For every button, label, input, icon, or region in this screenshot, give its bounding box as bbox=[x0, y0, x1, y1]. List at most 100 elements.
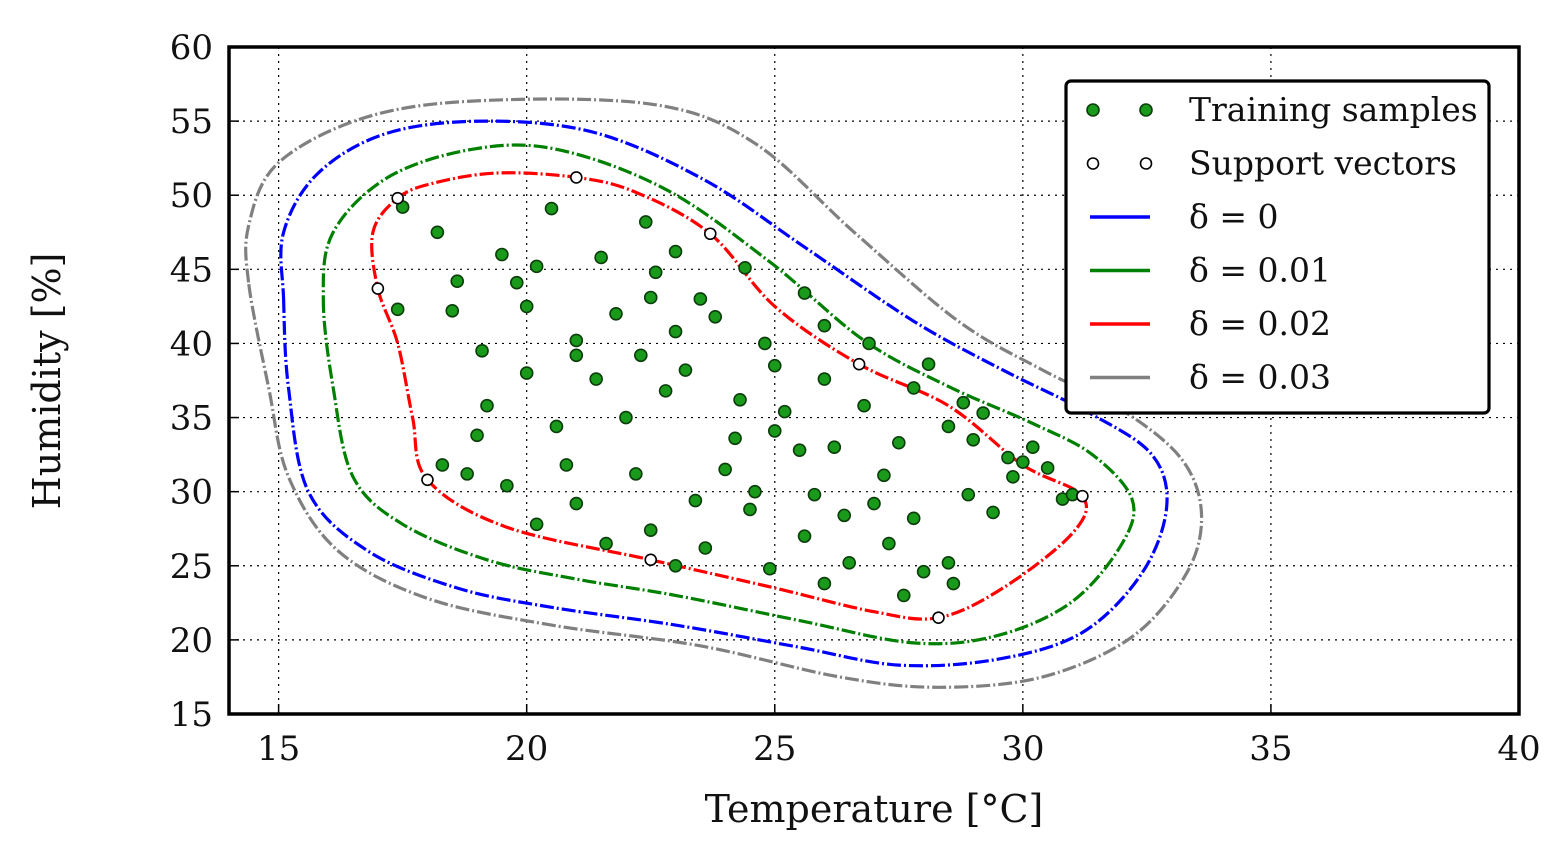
legend-label: δ = 0.01 bbox=[1189, 251, 1331, 290]
training-sample-point bbox=[966, 432, 981, 447]
training-sample-point bbox=[718, 462, 732, 477]
training-sample-point bbox=[797, 529, 812, 543]
legend-marker bbox=[1139, 157, 1153, 170]
training-sample-point bbox=[857, 398, 871, 413]
training-sample-point bbox=[678, 363, 693, 377]
training-sample-point bbox=[986, 505, 1000, 520]
y-tick-label: 50 bbox=[170, 176, 213, 216]
support-vector-point bbox=[932, 611, 945, 624]
training-sample-point bbox=[956, 395, 971, 410]
training-sample-point bbox=[688, 493, 703, 508]
y-tick-label: 25 bbox=[170, 547, 213, 587]
legend-label: δ = 0 bbox=[1189, 197, 1279, 236]
training-sample-point bbox=[941, 556, 956, 570]
training-sample-point bbox=[817, 576, 832, 591]
training-sample-point bbox=[609, 306, 623, 321]
training-sample-point bbox=[892, 435, 906, 450]
y-tick-label: 45 bbox=[170, 250, 213, 290]
y-tick-label: 40 bbox=[170, 324, 213, 364]
y-axis-label: Humidity [%] bbox=[25, 253, 69, 510]
training-sample-point bbox=[658, 384, 673, 398]
legend-marker bbox=[1139, 103, 1153, 117]
training-sample-point bbox=[643, 290, 658, 305]
training-sample-point bbox=[767, 424, 782, 438]
training-sample-point bbox=[728, 431, 742, 446]
training-sample-point bbox=[450, 274, 465, 288]
training-sample-point bbox=[599, 536, 613, 551]
training-sample-point bbox=[1001, 450, 1015, 465]
legend: Training samples Support vectors δ = 0 δ = … bbox=[1064, 79, 1491, 415]
training-sample-point bbox=[594, 250, 608, 265]
x-axis-ticks: 15 20 25 30 35 40 bbox=[257, 704, 1541, 769]
training-sample-point bbox=[862, 336, 876, 351]
training-sample-point bbox=[763, 561, 777, 576]
training-sample-point bbox=[807, 487, 822, 502]
training-sample-point bbox=[777, 404, 792, 419]
training-sample-point bbox=[529, 259, 544, 274]
support-vector-point bbox=[570, 171, 583, 184]
support-vector-point bbox=[371, 282, 385, 295]
support-vector-point bbox=[391, 191, 404, 205]
training-sample-point bbox=[668, 324, 683, 339]
training-sample-point bbox=[792, 443, 807, 457]
training-sample-point bbox=[529, 517, 544, 532]
training-sample-point bbox=[495, 247, 509, 262]
support-vectors bbox=[371, 171, 1089, 624]
training-sample-point bbox=[882, 536, 896, 551]
training-sample-point bbox=[693, 292, 708, 306]
training-sample-point bbox=[738, 261, 752, 275]
legend-label: δ = 0.02 bbox=[1189, 304, 1331, 343]
training-sample-point bbox=[643, 523, 658, 538]
decision-boundary-1 bbox=[321, 143, 1136, 646]
x-tick-label: 20 bbox=[505, 729, 548, 769]
y-axis-ticks: 15 20 25 30 35 40 45 50 55 60 bbox=[170, 28, 239, 735]
training-sample-point bbox=[569, 348, 584, 363]
training-sample-point bbox=[906, 511, 921, 526]
training-sample-point bbox=[877, 468, 891, 483]
training-sample-point bbox=[867, 496, 881, 511]
training-sample-point bbox=[619, 410, 633, 425]
training-sample-point bbox=[668, 244, 683, 259]
x-axis-label: Temperature [°C] bbox=[705, 787, 1044, 831]
x-tick-label: 30 bbox=[1001, 729, 1044, 769]
plot-frame bbox=[227, 45, 1521, 716]
training-sample-point bbox=[668, 558, 683, 573]
training-sample-point bbox=[827, 440, 842, 455]
legend-marker bbox=[1086, 157, 1100, 170]
training-sample-point bbox=[946, 576, 961, 591]
training-sample-point bbox=[1016, 455, 1030, 469]
training-sample-point bbox=[589, 372, 603, 386]
x-tick-label: 40 bbox=[1497, 729, 1540, 769]
training-sample-point bbox=[1025, 440, 1040, 455]
training-sample-point bbox=[1006, 470, 1020, 484]
y-tick-label: 20 bbox=[170, 621, 213, 661]
training-sample-point bbox=[390, 302, 405, 317]
support-vector-point bbox=[703, 227, 717, 241]
y-tick-label: 30 bbox=[170, 473, 213, 513]
training-sample-point bbox=[733, 392, 747, 407]
support-vector-point bbox=[644, 553, 658, 567]
legend-label: δ = 0.03 bbox=[1189, 358, 1331, 397]
support-vector-point bbox=[852, 357, 866, 371]
legend-label: Training samples bbox=[1189, 90, 1478, 129]
training-sample-point bbox=[569, 333, 584, 348]
y-tick-label: 55 bbox=[170, 102, 213, 142]
training-sample-point bbox=[634, 348, 648, 363]
training-sample-point bbox=[435, 458, 450, 472]
y-tick-label: 60 bbox=[170, 28, 213, 68]
training-sample-point bbox=[896, 588, 911, 603]
y-tick-label: 35 bbox=[170, 399, 213, 439]
training-sample-point bbox=[430, 225, 445, 240]
training-sample-point bbox=[842, 556, 856, 570]
training-sample-point bbox=[916, 564, 931, 579]
training-sample-point bbox=[941, 419, 956, 434]
training-sample-point bbox=[475, 344, 489, 358]
training-sample-point bbox=[629, 467, 643, 481]
training-samples bbox=[390, 200, 1080, 603]
training-sample-point bbox=[544, 201, 559, 216]
training-sample-point bbox=[549, 419, 564, 434]
x-tick-label: 25 bbox=[753, 729, 796, 769]
legend-label: Support vectors bbox=[1189, 144, 1457, 183]
training-sample-point bbox=[569, 496, 584, 511]
decision-boundary-3 bbox=[244, 97, 1204, 689]
